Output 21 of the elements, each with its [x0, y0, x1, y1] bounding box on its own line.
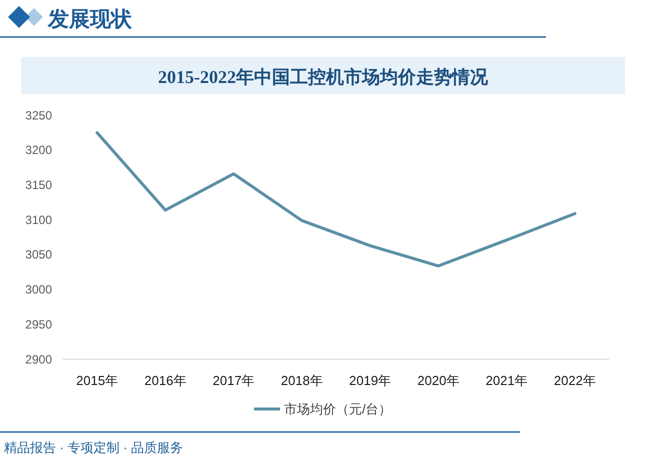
chart-title: 2015-2022年中国工控机市场均价走势情况: [158, 67, 489, 87]
y-tick-label: 3200: [25, 143, 52, 158]
y-tick-label: 3000: [25, 282, 52, 297]
y-tick-label: 3100: [25, 212, 52, 227]
text: 发展现状: [47, 8, 133, 31]
x-tick-label: 2018年: [280, 373, 323, 388]
y-tick-label: 2900: [25, 352, 52, 366]
y-tick-label: 3050: [25, 248, 52, 262]
text: 精品报告 · 专项定制 · 品质服务: [4, 440, 184, 455]
x-tick-label: 2015年: [76, 373, 118, 388]
x-tick-label: 2020年: [417, 373, 460, 388]
x-tick-label: 2017年: [212, 373, 255, 388]
legend-label: 市场均价（元/台）: [284, 402, 392, 416]
x-tick-label: 2021年: [486, 373, 528, 388]
x-tick-label: 2016年: [144, 373, 186, 388]
y-tick-label: 2950: [25, 317, 52, 332]
x-tick-label: 2022年: [554, 373, 596, 388]
x-tick-label: 2019年: [349, 373, 392, 388]
line-series: [96, 131, 576, 268]
y-tick-label: 3250: [25, 108, 52, 122]
y-tick-label: 3150: [25, 178, 52, 192]
